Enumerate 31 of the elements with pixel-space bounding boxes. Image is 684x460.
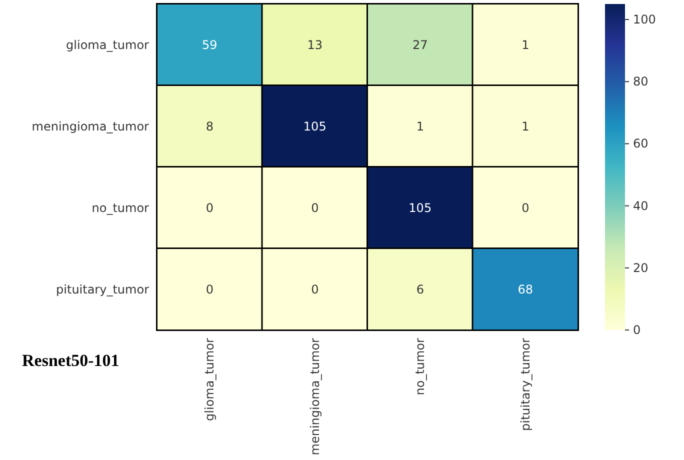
color-bar-label: 80 [633, 74, 648, 89]
y-tick-label: pituitary_tumor [56, 282, 150, 296]
data-label: 0 [311, 282, 319, 296]
data-label: 1 [416, 119, 424, 134]
data-label: 0 [206, 282, 214, 296]
data-label: 0 [522, 200, 530, 215]
color-bar-label: 20 [633, 260, 648, 275]
text: Resnet50-101 [22, 351, 120, 370]
data-label: 27 [412, 38, 428, 52]
data-label: 0 [311, 200, 319, 215]
data-label: 0 [206, 200, 214, 215]
data-label: 1 [522, 38, 530, 52]
data-label: 105 [408, 200, 432, 215]
x-tick-label: no_tumor [413, 338, 428, 396]
y-tick-label: glioma_tumor [66, 38, 150, 52]
data-label: 1 [522, 119, 530, 134]
x-tick-label: meningioma_tumor [308, 338, 322, 456]
y-tick-label: no_tumor [92, 200, 150, 215]
data-label: 13 [307, 38, 323, 52]
data-label: 59 [202, 38, 218, 52]
x-tick-label: pituitary_tumor [518, 338, 532, 431]
data-label: 8 [206, 119, 214, 134]
y-tick-label: meningioma_tumor [32, 119, 150, 134]
color-bar-label: 60 [633, 136, 648, 151]
color-bar-label: 0 [633, 323, 641, 337]
x-tick-label: glioma_tumor [202, 338, 217, 421]
color-bar-label: 100 [633, 12, 656, 27]
data-label: 6 [416, 282, 424, 296]
color-bar-label: 40 [633, 198, 648, 213]
data-label: 105 [303, 119, 326, 134]
data-label: 68 [518, 282, 534, 296]
